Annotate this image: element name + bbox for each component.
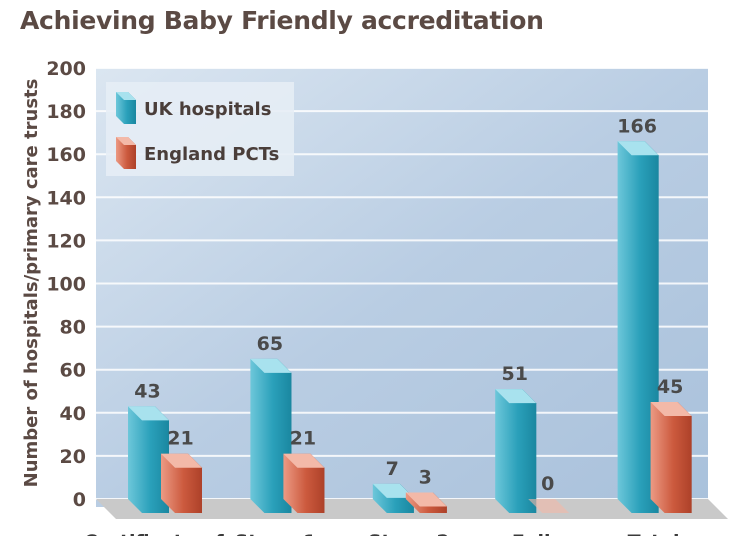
bar-front bbox=[283, 453, 325, 513]
bar-top bbox=[650, 402, 692, 417]
y-tick-label: 160 bbox=[46, 144, 86, 166]
data-label: 0 bbox=[541, 473, 554, 495]
y-tick-label: 200 bbox=[46, 58, 86, 80]
pct-bar bbox=[650, 402, 692, 513]
legend-box bbox=[106, 82, 294, 176]
legend-label: England PCTs bbox=[144, 144, 279, 165]
bar-front bbox=[161, 453, 202, 513]
x-category-label: Certificate of... bbox=[84, 531, 244, 536]
bar-front bbox=[617, 141, 659, 513]
legend-label: UK hospitals bbox=[144, 99, 271, 120]
bar-top bbox=[161, 453, 202, 468]
x-category-label: Stage 2 bbox=[368, 531, 450, 536]
x-category-label: Full bbox=[512, 531, 551, 536]
y-tick-label: 100 bbox=[46, 274, 86, 296]
chart-title: Achieving Baby Friendly accreditation bbox=[20, 6, 544, 35]
y-tick-label: 120 bbox=[46, 230, 86, 252]
data-label: 166 bbox=[617, 115, 657, 137]
pct-bar bbox=[528, 499, 570, 513]
bar-top bbox=[495, 389, 537, 404]
data-label: 21 bbox=[290, 428, 316, 450]
data-label: 3 bbox=[419, 467, 432, 489]
y-tick-label: 0 bbox=[73, 489, 86, 511]
y-tick-label: 80 bbox=[60, 317, 86, 339]
legend-swatch-pct bbox=[116, 137, 136, 169]
data-label: 51 bbox=[501, 363, 527, 385]
bar-top bbox=[405, 492, 447, 507]
bar-front bbox=[250, 358, 292, 513]
x-category-label: Stage 1... bbox=[235, 531, 339, 536]
x-axis-categories: Certificate of...Stage 1... Stage 2 Full To… bbox=[84, 531, 680, 536]
data-label: 65 bbox=[257, 333, 283, 355]
y-tick-label: 140 bbox=[46, 187, 86, 209]
legend-swatch-uk bbox=[116, 92, 136, 124]
bar-top bbox=[128, 406, 169, 421]
y-tick-label: 180 bbox=[46, 101, 86, 123]
bar-top bbox=[250, 358, 292, 373]
bars: 43 21 65 21 7 3 51 0 166 45 bbox=[128, 115, 692, 513]
y-tick-label: 20 bbox=[60, 446, 86, 468]
pct-bar bbox=[283, 453, 325, 513]
gridlines bbox=[96, 67, 708, 500]
y-tick-label: 40 bbox=[60, 403, 86, 425]
data-label: 45 bbox=[657, 376, 683, 398]
y-axis-label: Number of hospitals/primary care trusts bbox=[21, 79, 42, 488]
chart-floor bbox=[96, 499, 728, 536]
bar-top bbox=[528, 499, 570, 513]
uk-bar bbox=[372, 483, 414, 513]
legend: UK hospitals England PCTs bbox=[106, 82, 294, 176]
bar-front bbox=[128, 406, 169, 513]
x-category-label: Total bbox=[628, 531, 680, 536]
bar-top bbox=[283, 453, 325, 468]
floor-edge bbox=[116, 519, 728, 536]
bar-front bbox=[495, 389, 537, 513]
pct-bar bbox=[405, 492, 447, 513]
bar-front bbox=[650, 402, 692, 513]
y-axis-ticks: 0 20 40 60 80 100 120 140 160 180 200 bbox=[46, 58, 86, 511]
data-label: 43 bbox=[134, 380, 160, 402]
bar-top bbox=[617, 141, 659, 156]
pct-bar bbox=[161, 453, 202, 513]
data-label: 21 bbox=[167, 428, 193, 450]
data-label: 7 bbox=[386, 458, 399, 480]
uk-bar bbox=[250, 358, 292, 513]
y-tick-label: 60 bbox=[60, 360, 86, 382]
uk-bar bbox=[495, 389, 537, 513]
bar-top bbox=[372, 483, 414, 498]
